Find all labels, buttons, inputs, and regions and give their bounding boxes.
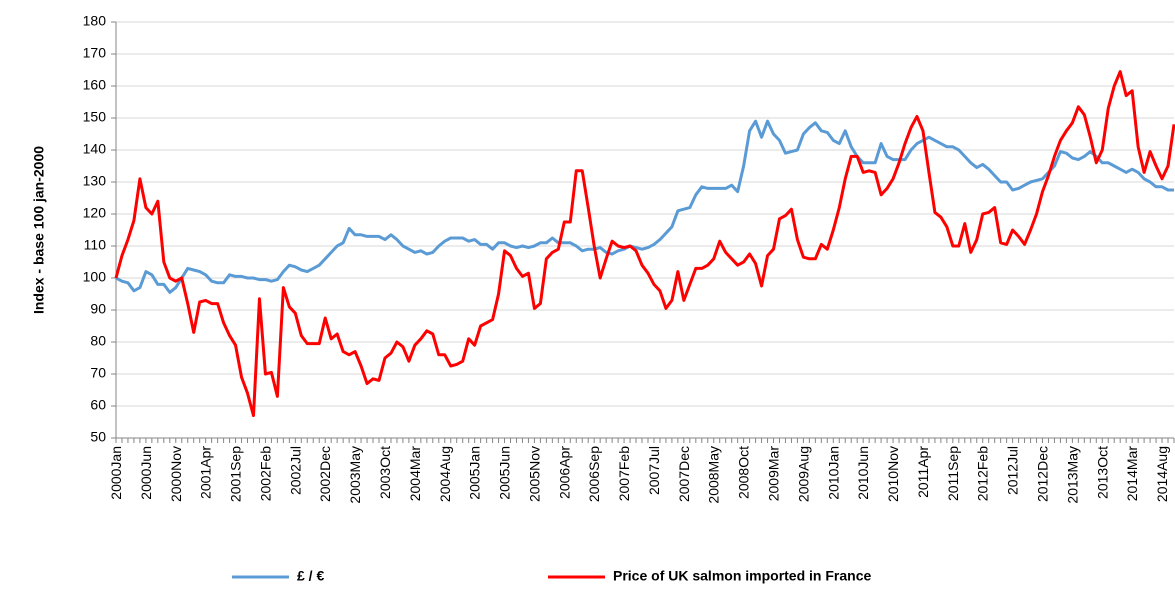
- legend-label: £ / €: [297, 568, 324, 584]
- x-tick-label: 2002Jul: [287, 446, 303, 495]
- x-tick-label: 2013May: [1064, 446, 1080, 504]
- y-tick-label: 50: [90, 429, 106, 445]
- series-line: [114, 70, 1175, 418]
- x-tick-label: 2008May: [706, 446, 722, 504]
- y-axis-label: Index - base 100 jan-2000: [31, 146, 47, 314]
- x-tick-label: 2011Sep: [945, 446, 961, 501]
- x-tick-label: 2003Oct: [377, 446, 393, 499]
- y-tick-label: 90: [90, 301, 106, 317]
- y-tick-label: 140: [83, 141, 107, 157]
- x-tick-label: 2002Dec: [317, 446, 333, 502]
- x-tick-label: 2012Jul: [1005, 446, 1021, 495]
- x-tick-label: 2006Sep: [586, 446, 602, 502]
- x-tick-label: 2005Jun: [497, 446, 513, 500]
- x-tick-label: 2013Oct: [1094, 446, 1110, 499]
- x-tick-label: 2000Jan: [108, 446, 124, 500]
- y-tick-label: 80: [90, 333, 106, 349]
- x-tick-label: 2010Jun: [855, 446, 871, 500]
- x-tick-label: 2014Mar: [1124, 446, 1140, 502]
- y-tick-label: 130: [83, 173, 107, 189]
- y-tick-label: 100: [83, 269, 107, 285]
- x-tick-label: 2011Apr: [915, 446, 931, 498]
- x-tick-label: 2000Jun: [138, 446, 154, 500]
- x-tick-label: 2010Jan: [825, 446, 841, 500]
- x-tick-label: 2004Mar: [407, 446, 423, 502]
- x-tick-label: 2014Aug: [1154, 446, 1170, 502]
- x-tick-label: 2001Sep: [228, 446, 244, 502]
- y-tick-label: 160: [83, 77, 107, 93]
- x-tick-label: 2000Nov: [168, 446, 184, 502]
- x-tick-label: 2006Apr: [556, 446, 572, 499]
- x-tick-label: 2012Feb: [975, 446, 991, 501]
- y-tick-label: 180: [83, 13, 107, 29]
- x-tick-label: 2002Feb: [257, 446, 273, 501]
- legend-label: Price of UK salmon imported in France: [613, 568, 871, 584]
- y-tick-label: 150: [83, 109, 107, 125]
- y-tick-label: 70: [90, 365, 106, 381]
- x-tick-label: 2007Feb: [616, 446, 632, 501]
- series-line: [115, 119, 1174, 294]
- x-tick-label: 2008Oct: [736, 446, 752, 499]
- x-tick-label: 2010Nov: [885, 446, 901, 502]
- x-tick-label: 2009Aug: [795, 446, 811, 502]
- x-tick-label: 2012Dec: [1034, 446, 1050, 502]
- x-tick-label: 2004Aug: [437, 446, 453, 502]
- x-tick-label: 2005Jan: [467, 446, 483, 500]
- x-tick-label: 2001Apr: [198, 446, 214, 499]
- x-tick-label: 2009Mar: [766, 446, 782, 502]
- y-tick-label: 60: [90, 397, 106, 413]
- y-tick-label: 120: [83, 205, 107, 221]
- y-tick-label: 170: [83, 45, 107, 61]
- x-tick-label: 2005Nov: [526, 446, 542, 502]
- x-tick-label: 2007Dec: [676, 446, 692, 502]
- x-tick-label: 2003May: [347, 446, 363, 504]
- y-tick-label: 110: [84, 237, 107, 253]
- x-tick-label: 2007Jul: [646, 446, 662, 495]
